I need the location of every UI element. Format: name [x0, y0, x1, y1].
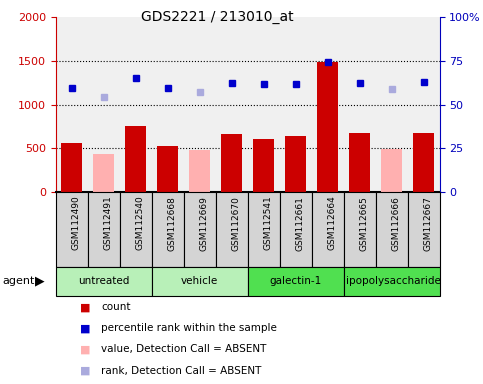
- Text: GDS2221 / 213010_at: GDS2221 / 213010_at: [141, 10, 294, 23]
- Bar: [349, 132, 370, 192]
- Text: GSM112661: GSM112661: [296, 196, 305, 251]
- Bar: [343, 192, 376, 267]
- Bar: [253, 139, 274, 192]
- Bar: [408, 192, 440, 267]
- Text: ▶: ▶: [35, 275, 44, 288]
- Bar: [312, 192, 343, 267]
- Text: galectin-1: galectin-1: [270, 276, 322, 286]
- Text: GSM112490: GSM112490: [71, 196, 81, 250]
- Text: ■: ■: [80, 344, 90, 354]
- Bar: [189, 150, 210, 192]
- Bar: [221, 134, 242, 192]
- Bar: [280, 192, 312, 267]
- Bar: [413, 132, 434, 192]
- Text: vehicle: vehicle: [181, 276, 218, 286]
- Bar: [343, 267, 440, 296]
- Text: GSM112664: GSM112664: [327, 196, 337, 250]
- Text: lipopolysaccharide: lipopolysaccharide: [342, 276, 440, 286]
- Bar: [317, 62, 338, 192]
- Text: GSM112541: GSM112541: [264, 196, 272, 250]
- Bar: [376, 192, 408, 267]
- Text: count: count: [101, 302, 131, 312]
- Text: ■: ■: [80, 302, 90, 312]
- Text: GSM112665: GSM112665: [359, 196, 369, 251]
- Bar: [93, 154, 114, 192]
- Bar: [157, 146, 178, 192]
- Text: percentile rank within the sample: percentile rank within the sample: [101, 323, 277, 333]
- Text: GSM112669: GSM112669: [199, 196, 209, 251]
- Bar: [87, 192, 120, 267]
- Text: GSM112670: GSM112670: [231, 196, 241, 251]
- Bar: [152, 192, 184, 267]
- Bar: [120, 192, 152, 267]
- Bar: [248, 267, 343, 296]
- Text: GSM112540: GSM112540: [136, 196, 144, 250]
- Text: rank, Detection Call = ABSENT: rank, Detection Call = ABSENT: [101, 366, 262, 376]
- Text: GSM112666: GSM112666: [392, 196, 400, 251]
- Bar: [61, 143, 82, 192]
- Bar: [56, 267, 152, 296]
- Bar: [184, 192, 215, 267]
- Bar: [381, 149, 402, 192]
- Bar: [285, 136, 306, 192]
- Text: ■: ■: [80, 366, 90, 376]
- Text: GSM112668: GSM112668: [168, 196, 177, 251]
- Text: ■: ■: [80, 323, 90, 333]
- Bar: [215, 192, 248, 267]
- Text: untreated: untreated: [78, 276, 129, 286]
- Bar: [56, 192, 87, 267]
- Bar: [248, 192, 280, 267]
- Text: GSM112491: GSM112491: [103, 196, 113, 250]
- Text: GSM112667: GSM112667: [424, 196, 433, 251]
- Text: agent: agent: [2, 276, 35, 286]
- Bar: [152, 267, 248, 296]
- Bar: [125, 126, 146, 192]
- Text: value, Detection Call = ABSENT: value, Detection Call = ABSENT: [101, 344, 267, 354]
